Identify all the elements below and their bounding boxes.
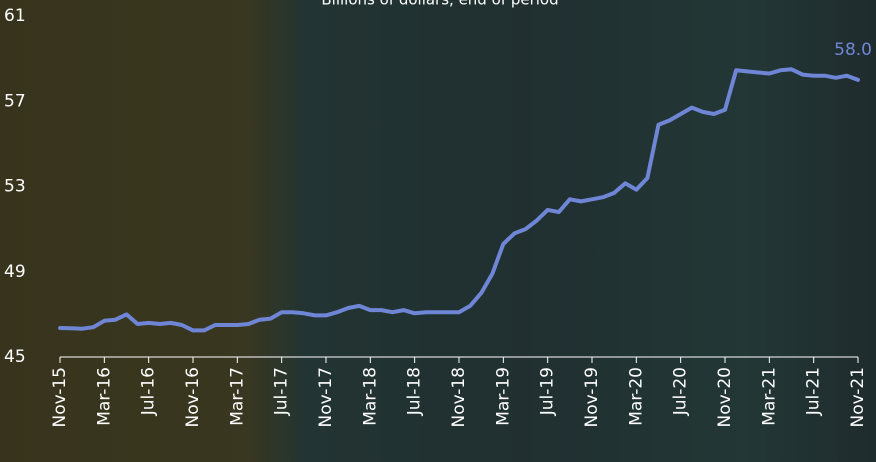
- x-tick-label: Jul-19: [538, 367, 558, 416]
- x-tick-label: Mar-17: [227, 367, 247, 426]
- x-tick-label: Jul-20: [671, 367, 691, 416]
- x-tick-label: Jul-16: [139, 367, 159, 416]
- x-tick-label: Nov-19: [582, 367, 602, 428]
- x-tick-label: Nov-20: [715, 367, 735, 428]
- x-tick-label: Jul-17: [272, 367, 292, 416]
- x-tick-label: Mar-16: [94, 367, 114, 426]
- y-tick-label: 49: [4, 262, 26, 282]
- x-tick-label: Mar-20: [626, 367, 646, 426]
- x-tick-label: Mar-18: [360, 367, 380, 426]
- chart-title: Billions of dollars, end of period: [321, 0, 558, 9]
- y-tick-label: 61: [4, 6, 26, 26]
- chart: Billions of dollars, end of period 45 49 5…: [0, 0, 876, 462]
- x-tick-label: Jul-18: [405, 367, 425, 416]
- y-tick-label: 57: [4, 91, 26, 111]
- x-tick-label: Mar-21: [759, 367, 779, 426]
- x-tick-label: Jul-21: [804, 367, 824, 416]
- x-tick-label: Mar-19: [493, 367, 513, 426]
- x-tick-label: Nov-17: [316, 367, 336, 428]
- x-tick-label: Nov-21: [848, 367, 868, 428]
- x-tick-label: Nov-18: [449, 367, 469, 428]
- x-tick-label: Nov-15: [50, 367, 70, 428]
- y-tick-label: 45: [4, 347, 26, 367]
- x-tick-label: Nov-16: [183, 367, 203, 428]
- y-tick-label: 53: [4, 177, 26, 197]
- value-label: 58.0: [834, 40, 872, 60]
